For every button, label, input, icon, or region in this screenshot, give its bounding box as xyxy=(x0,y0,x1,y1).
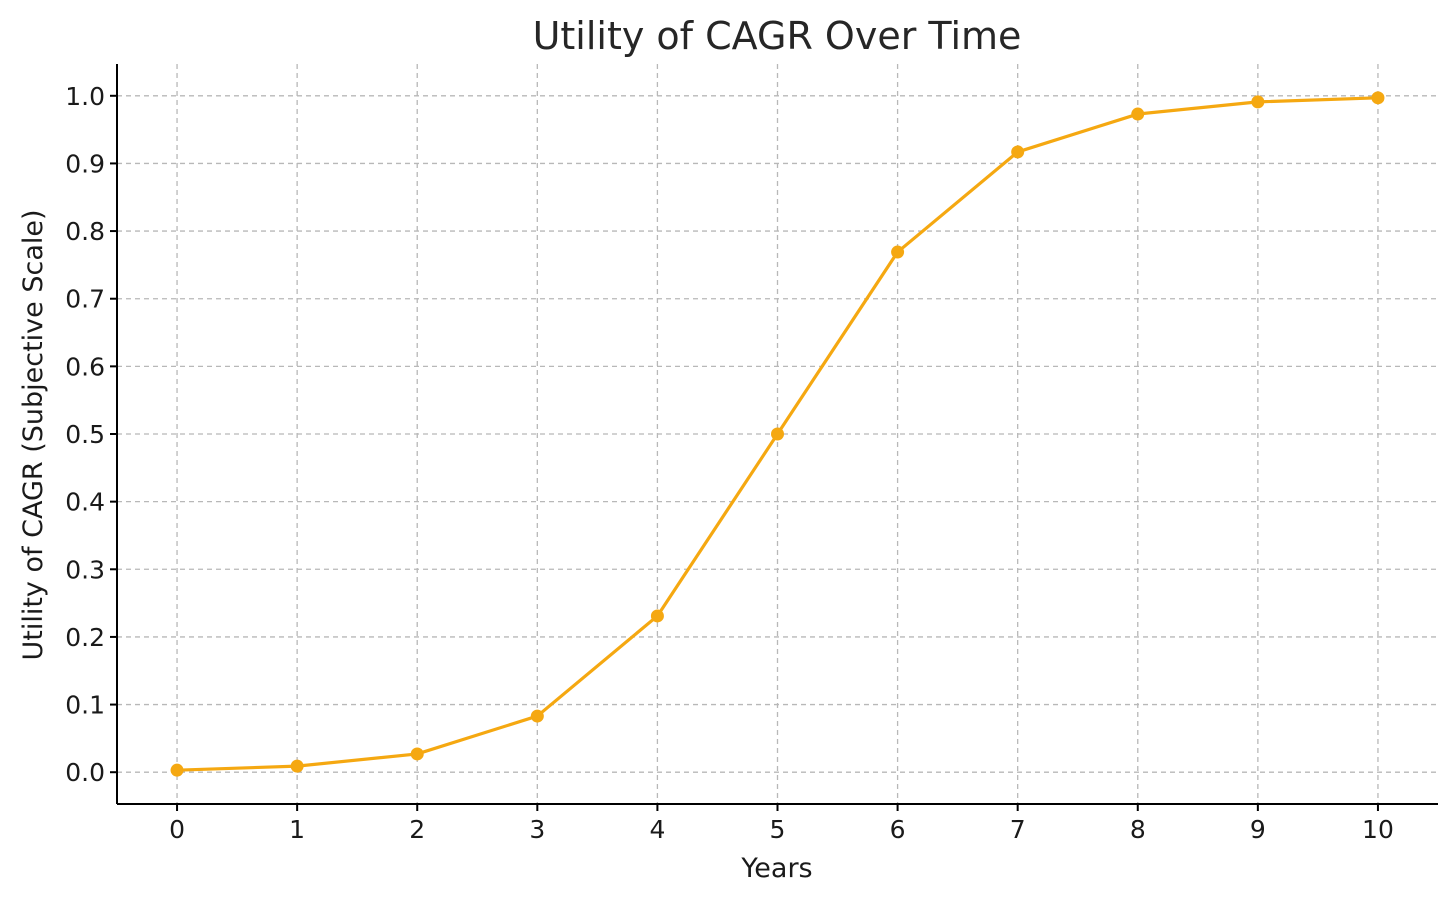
x-tick-label: 4 xyxy=(649,815,665,844)
x-tick-label: 2 xyxy=(409,815,425,844)
y-tick-label: 0.5 xyxy=(65,420,105,449)
data-point xyxy=(771,427,784,441)
y-tick-label: 0.1 xyxy=(65,691,105,720)
data-point xyxy=(410,747,424,761)
y-tick-label: 0.7 xyxy=(65,285,105,314)
x-tick-label: 7 xyxy=(1010,815,1026,844)
y-tick-label: 0.4 xyxy=(65,488,105,517)
x-tick-label: 9 xyxy=(1250,815,1266,844)
x-tick-label: 8 xyxy=(1130,815,1146,844)
data-point xyxy=(290,759,304,773)
y-tick-label: 0.9 xyxy=(65,149,105,178)
x-tick-label: 1 xyxy=(289,815,305,844)
x-tick-label: 6 xyxy=(890,815,906,844)
y-tick-label: 0.3 xyxy=(65,555,105,584)
data-point xyxy=(170,763,184,777)
chart-title: Utility of CAGR Over Time xyxy=(533,14,1022,58)
data-point xyxy=(1251,95,1265,109)
y-tick-label: 0.6 xyxy=(65,352,105,381)
data-point xyxy=(1131,107,1145,121)
x-axis-label: Years xyxy=(740,853,812,884)
series-group xyxy=(170,91,1385,777)
y-tick-label: 0.2 xyxy=(65,623,105,652)
y-axis-ticks: 0.0 0.1 0.2 0.3 0.4 0.5 0.6 0.7 0.8 0.9 1.0 xyxy=(65,82,117,787)
x-tick-label: 5 xyxy=(770,815,786,844)
data-point xyxy=(650,609,664,623)
data-point xyxy=(530,709,544,723)
data-point xyxy=(891,245,905,259)
x-tick-label: 10 xyxy=(1362,815,1394,844)
data-point xyxy=(1011,145,1025,159)
y-tick-label: 1.0 xyxy=(65,82,105,111)
y-tick-label: 0.8 xyxy=(65,217,105,246)
y-tick-label: 0.0 xyxy=(65,758,105,787)
x-axis-ticks: 0 1 2 3 4 5 6 7 8 9 10 xyxy=(169,804,1394,844)
data-point xyxy=(1371,91,1385,105)
x-tick-label: 0 xyxy=(169,815,185,844)
y-axis-label: Utility of CAGR (Subjective Scale) xyxy=(18,209,49,660)
x-tick-label: 3 xyxy=(529,815,545,844)
